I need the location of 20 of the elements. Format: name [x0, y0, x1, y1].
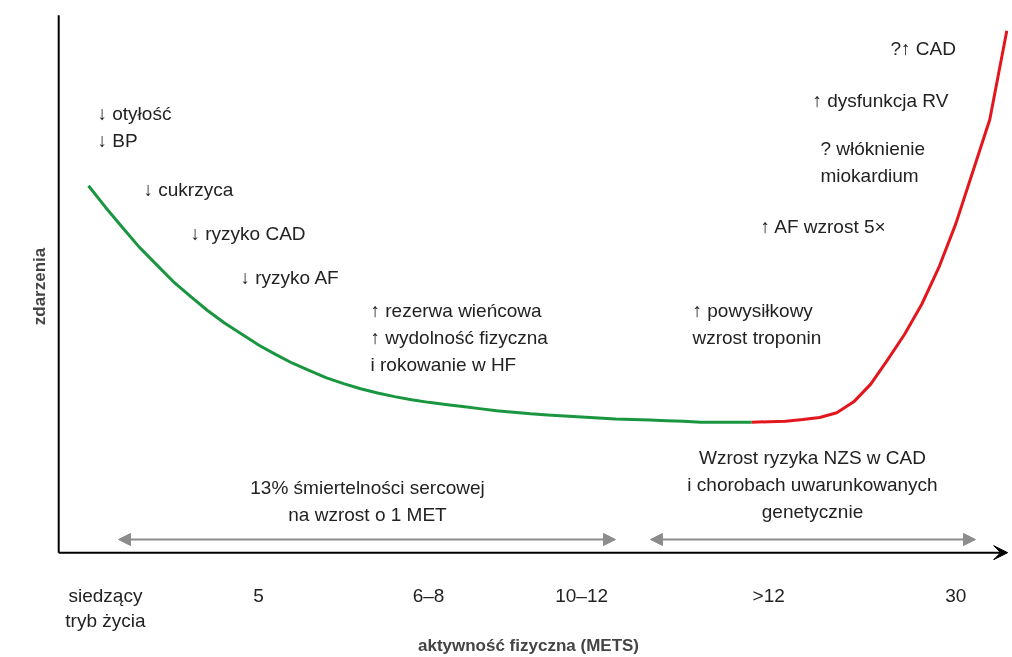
x-tick-label: siedzący tryb życia — [65, 584, 147, 631]
annotation: 13% śmiertelności sercowej na wzrost o 1 MET — [250, 476, 485, 525]
annotation: ↑ rezerwa wieńcowa ↑ wydolność fizyczna i rokowanie w HF — [370, 299, 549, 376]
annotation: ↓ ryzyko AF — [240, 266, 339, 288]
y-axis-title: zdarzenia — [29, 247, 49, 326]
annotation: ? włóknienie miokardium — [820, 137, 926, 186]
annotation: ↑ dysfunkcja RV — [812, 89, 949, 111]
x-tick-label: >12 — [752, 584, 785, 606]
x-tick-label: 10–12 — [555, 584, 609, 606]
x-tick-label: 30 — [945, 584, 967, 606]
x-tick-label: 5 — [253, 584, 264, 606]
annotation: ?↑ CAD — [890, 37, 956, 59]
x-axis-title: aktywność fizyczna (METS) — [417, 635, 640, 655]
annotation: ↑ powysiłkowy wzrost troponin — [691, 299, 822, 348]
annotation: ↓ ryzyko CAD — [190, 222, 306, 244]
annotation: ↓ cukrzyca — [143, 178, 234, 200]
annotation: Wzrost ryzyka NZS w CAD i chorobach uwarunkowanych genetycznie — [687, 446, 938, 523]
x-tick-label: 6–8 — [412, 584, 445, 606]
annotation: ↑ AF wzrost 5× — [760, 215, 886, 237]
annotation: ↓ otyłość ↓ BP — [97, 102, 172, 151]
